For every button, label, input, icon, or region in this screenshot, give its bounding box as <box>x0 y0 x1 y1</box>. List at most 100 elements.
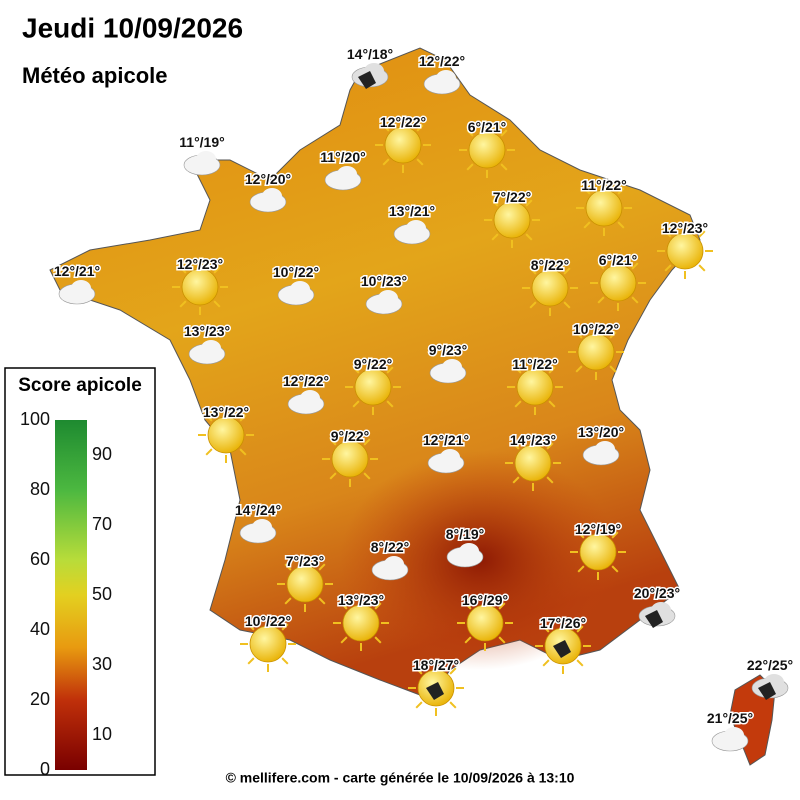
sun-disc <box>585 189 623 227</box>
sun-ray <box>386 400 394 408</box>
legend-tick-label: 10 <box>92 724 112 744</box>
sun-ray <box>698 264 706 272</box>
lightning <box>645 610 663 628</box>
sun-ray <box>698 230 706 238</box>
sun-ray <box>583 187 591 195</box>
station-temperature: 17°/26° <box>540 615 586 631</box>
sun-ray <box>542 659 550 667</box>
sun-ray <box>318 597 326 605</box>
sun-ray <box>597 262 605 270</box>
legend-tick-label: 50 <box>92 584 112 604</box>
sun-ray <box>563 301 571 309</box>
weather-station: 12°/22° <box>417 52 467 95</box>
station-temperature: 10°/23° <box>361 273 407 289</box>
sun-disc <box>493 201 531 239</box>
sun-ray <box>563 267 571 275</box>
sun-ray <box>491 233 499 241</box>
station-temperature: 16°/29° <box>462 592 508 608</box>
cloud <box>71 280 91 296</box>
station-temperature: 9°/22° <box>354 356 392 372</box>
sun-disc <box>468 131 506 169</box>
station-temperature: 14°/23° <box>510 432 556 448</box>
station-temperature: 12°/22° <box>283 373 329 389</box>
legend-tick-label: 90 <box>92 444 112 464</box>
station-temperature: 13°/23° <box>338 592 384 608</box>
sun-ray <box>382 124 390 132</box>
sun-ray <box>576 659 584 667</box>
station-temperature: 7°/22° <box>493 189 531 205</box>
cloud <box>440 449 460 465</box>
weather-station: 14°/18° <box>345 45 395 89</box>
station-temperature: 10°/22° <box>245 613 291 629</box>
sun-disc <box>599 264 637 302</box>
sun-ray <box>577 531 585 539</box>
sun-ray <box>498 636 506 644</box>
sun-ray <box>464 636 472 644</box>
cloud <box>378 290 398 306</box>
station-temperature: 9°/23° <box>429 342 467 358</box>
station-temperature: 12°/21° <box>54 263 100 279</box>
weather-station: 11°/22° <box>507 355 563 415</box>
station-temperature: 14°/24° <box>235 502 281 518</box>
sun-ray <box>664 230 672 238</box>
weather-station: 6°/21° <box>590 251 646 311</box>
sun-ray <box>284 563 292 571</box>
sun-ray <box>512 476 520 484</box>
sun-ray <box>179 266 187 274</box>
sun-ray <box>617 221 625 229</box>
sun-disc <box>531 269 569 307</box>
sun-ray <box>340 636 348 644</box>
legend-tick-label: 70 <box>92 514 112 534</box>
sun-ray <box>340 602 348 610</box>
weather-station: 8°/22° <box>369 538 411 581</box>
legend-tick-label: 30 <box>92 654 112 674</box>
sun-ray <box>514 366 522 374</box>
weather-station: 18°/27° <box>408 656 464 716</box>
station-temperature: 12°/21° <box>423 432 469 448</box>
weather-station: 8°/22° <box>522 256 578 316</box>
sun-ray <box>239 448 247 456</box>
station-temperature: 12°/19° <box>575 521 621 537</box>
sun-ray <box>611 531 619 539</box>
sun-ray <box>449 667 457 675</box>
cloud <box>290 281 310 297</box>
sun-ray <box>514 400 522 408</box>
station-temperature: 9°/22° <box>331 428 369 444</box>
station-temperature: 11°/22° <box>512 356 557 372</box>
sun-ray <box>352 400 360 408</box>
weather-station: 12°/21° <box>52 262 102 305</box>
weather-station: 11°/19° <box>178 133 226 176</box>
weather-station: 7°/23° <box>277 552 333 612</box>
weather-station: 6°/21° <box>459 118 515 178</box>
sun-disc <box>666 232 704 270</box>
sun-ray <box>247 623 255 631</box>
sun-ray <box>284 597 292 605</box>
weather-station: 10°/23° <box>359 272 409 315</box>
station-temperature: 12°/23° <box>177 256 223 272</box>
cloud <box>337 166 357 182</box>
sun-ray <box>281 657 289 665</box>
cloud <box>384 556 404 572</box>
station-temperature: 12°/22° <box>380 114 426 130</box>
weather-station: 12°/23° <box>172 255 228 315</box>
sun-disc <box>577 333 615 371</box>
sun-ray <box>577 565 585 573</box>
station-temperature: 20°/23° <box>634 585 680 601</box>
weather-station: 13°/20° <box>576 423 626 466</box>
footer: © mellifere.com - carte générée le 10/09… <box>226 770 575 786</box>
sun-ray <box>609 331 617 339</box>
sun-ray <box>374 602 382 610</box>
weather-station: 10°/22° <box>568 320 624 380</box>
sun-disc <box>342 604 380 642</box>
weather-station: 8°/19° <box>444 525 486 568</box>
sun-ray <box>525 233 533 241</box>
legend-tick-label: 0 <box>40 759 50 779</box>
sun-ray <box>529 301 537 309</box>
map-title: Jeudi 10/09/2026 <box>22 12 243 43</box>
sun-ray <box>512 442 520 450</box>
sun-ray <box>611 565 619 573</box>
sun-disc <box>181 268 219 306</box>
sun-ray <box>464 602 472 610</box>
station-temperature: 11°/19° <box>179 134 224 150</box>
legend-colorbar <box>55 420 87 770</box>
